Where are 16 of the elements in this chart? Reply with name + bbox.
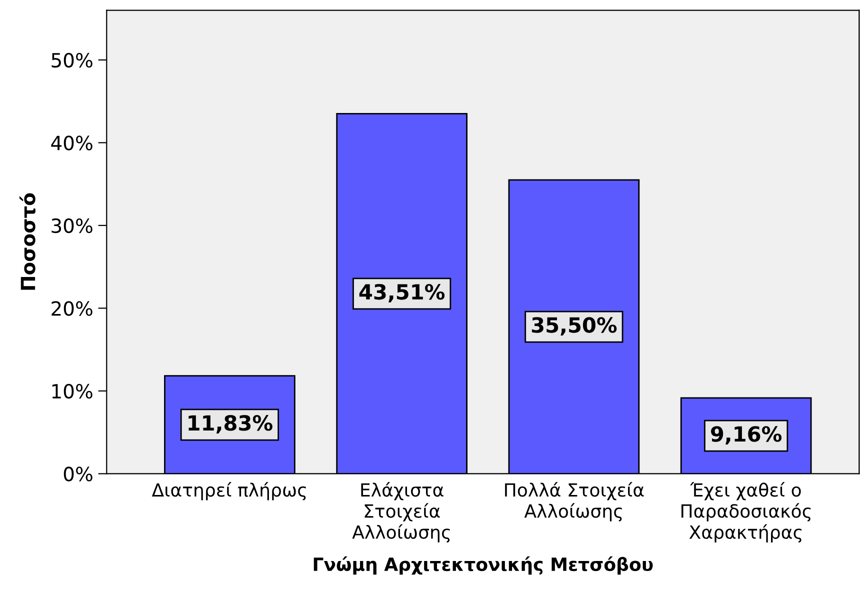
x-tick-label: Διατηρεί πλήρως [152, 482, 306, 500]
data-label: 11,83% [188, 415, 272, 434]
x-tick-label: Έχει χαθεί ο Παραδοσιακός Χαρακτήρας [681, 482, 811, 542]
x-tick-label: Πολλά Στοιχεία Αλλοίωσης [505, 482, 644, 522]
y-axis-title: Ποσοστό [20, 193, 36, 290]
y-tick-label: 40% [51, 136, 92, 150]
y-tick-label: 50% [52, 52, 92, 68]
y-tick-label: 10% [52, 384, 92, 399]
data-label: 43,51% [359, 284, 445, 302]
x-tick-label: Ελάχιστα Στοιχεία Αλλοίωσης [352, 482, 450, 542]
data-label: 9,16% [711, 426, 782, 445]
y-tick-label: 30% [52, 218, 92, 234]
y-tick-label: 0% [64, 466, 92, 482]
y-tick-label: 20% [52, 301, 92, 316]
x-axis-title: Γνώμη Αρχιτεκτονικής Μετσόβου [314, 556, 653, 575]
data-label: 35,50% [532, 317, 617, 336]
